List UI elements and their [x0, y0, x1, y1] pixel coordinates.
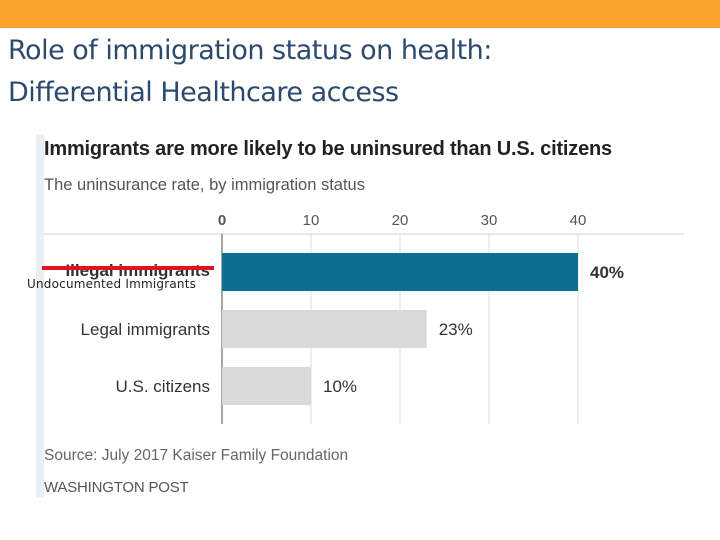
slide-title: Role of immigration status on health: Di… [8, 30, 492, 114]
replacement-category-label: Undocumented Immigrants [27, 277, 197, 291]
figure-edge [36, 134, 44, 498]
chart-publisher: WASHINGTON POST [44, 479, 189, 496]
x-tick-label: 0 [218, 212, 226, 229]
chart-subtitle: The uninsurance rate, by immigration sta… [44, 176, 365, 194]
category-label: Legal immigrants [81, 320, 210, 339]
bar [222, 253, 578, 291]
strikethrough-line [42, 266, 214, 270]
top-accent-bar [0, 0, 720, 28]
slide-title-line-2: Differential Healthcare access [8, 77, 399, 108]
bar-value-label: 40% [590, 263, 624, 282]
bar [222, 310, 427, 348]
x-tick-label: 40 [570, 212, 587, 229]
slide-title-line-1: Role of immigration status on health: [8, 35, 492, 66]
x-tick-label: 20 [392, 212, 409, 229]
category-label: U.S. citizens [116, 377, 210, 396]
bar-value-label: 23% [439, 320, 473, 339]
chart-title: Immigrants are more likely to be uninsur… [44, 138, 612, 160]
bar-value-label: 10% [323, 377, 357, 396]
original-category-label: Illegal immigrants [65, 261, 210, 280]
bar [222, 367, 311, 405]
chart-source: Source: July 2017 Kaiser Family Foundati… [44, 447, 349, 464]
x-tick-label: 30 [481, 212, 498, 229]
x-tick-label: 10 [303, 212, 320, 229]
